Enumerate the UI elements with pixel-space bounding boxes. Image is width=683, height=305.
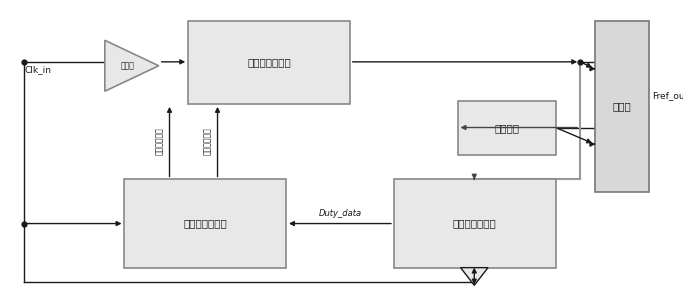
Text: 延时模块: 延时模块 bbox=[494, 123, 519, 133]
Bar bbox=[188, 21, 350, 104]
Text: 数字状态机模块: 数字状态机模块 bbox=[184, 219, 227, 228]
Bar bbox=[595, 21, 649, 192]
Polygon shape bbox=[460, 268, 488, 285]
Text: Duty_data: Duty_data bbox=[318, 209, 361, 217]
Text: 去调节使能字: 去调节使能字 bbox=[203, 127, 212, 155]
Polygon shape bbox=[104, 40, 158, 91]
Text: 占空比调节模块: 占空比调节模块 bbox=[247, 57, 291, 67]
Bar bbox=[394, 179, 556, 268]
Text: 去调节控制字: 去调节控制字 bbox=[155, 127, 164, 155]
Text: 缓冲器: 缓冲器 bbox=[120, 61, 135, 70]
Text: 占空比检测模块: 占空比检测模块 bbox=[453, 219, 497, 228]
Bar bbox=[124, 179, 286, 268]
Text: Fref_out: Fref_out bbox=[652, 92, 683, 101]
Text: Clk_in: Clk_in bbox=[25, 65, 51, 74]
Text: 异或门: 异或门 bbox=[613, 102, 631, 111]
Bar bbox=[458, 101, 556, 155]
